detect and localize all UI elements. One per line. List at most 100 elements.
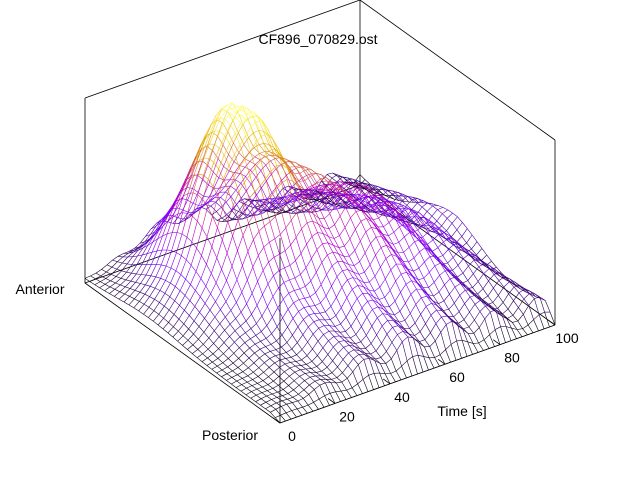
surface-line bbox=[411, 276, 418, 284]
surface-line bbox=[262, 283, 269, 295]
surface-line bbox=[222, 111, 228, 123]
surface-line bbox=[200, 133, 207, 145]
surface-line bbox=[499, 342, 506, 345]
surface-line bbox=[398, 252, 404, 254]
surface-line bbox=[388, 235, 394, 245]
surface-line bbox=[320, 194, 326, 199]
surface-line bbox=[255, 142, 262, 161]
surface-line bbox=[239, 158, 245, 166]
surface-line bbox=[253, 208, 260, 215]
surface-line bbox=[186, 168, 192, 181]
surface-line bbox=[189, 300, 196, 307]
surface-line bbox=[352, 277, 359, 286]
surface-line bbox=[399, 303, 406, 312]
surface-line bbox=[270, 189, 277, 198]
surface-line bbox=[270, 349, 276, 352]
surface-line bbox=[272, 307, 279, 318]
surface-line bbox=[285, 410, 292, 414]
surface-line bbox=[331, 286, 337, 298]
surface-line bbox=[165, 280, 171, 284]
surface-line bbox=[376, 211, 382, 214]
surface-line bbox=[344, 227, 351, 240]
surface-line bbox=[329, 204, 336, 214]
surface-line bbox=[324, 392, 331, 396]
surface-line bbox=[307, 402, 314, 406]
surface-line bbox=[350, 211, 357, 219]
surface-line bbox=[314, 384, 320, 390]
surface-line bbox=[358, 364, 364, 380]
surface-line bbox=[310, 372, 316, 377]
surface-line bbox=[238, 152, 245, 159]
surface-line bbox=[347, 178, 353, 181]
surface-line bbox=[182, 198, 188, 201]
surface-line bbox=[241, 381, 248, 385]
surface-line bbox=[320, 177, 327, 179]
surface-line bbox=[245, 126, 252, 136]
surface-line bbox=[424, 217, 431, 227]
surface-line bbox=[391, 217, 398, 222]
surface-line bbox=[128, 304, 134, 309]
surface-line bbox=[339, 202, 345, 204]
surface-line bbox=[485, 265, 492, 271]
surface-line bbox=[265, 178, 271, 198]
surface-line bbox=[329, 403, 336, 406]
surface-line bbox=[348, 264, 355, 266]
surface-line bbox=[214, 117, 221, 131]
surface-line bbox=[500, 276, 506, 280]
surface-line bbox=[360, 341, 366, 349]
surface-line bbox=[339, 227, 346, 236]
surface-line bbox=[215, 291, 222, 302]
surface-line bbox=[317, 223, 324, 234]
surface-line bbox=[144, 293, 150, 297]
surface-line bbox=[432, 247, 439, 252]
surface-line bbox=[334, 224, 340, 236]
surface-line bbox=[312, 348, 318, 356]
surface-line bbox=[237, 219, 244, 236]
surface-line bbox=[275, 208, 282, 214]
surface-line bbox=[289, 365, 296, 369]
surface-line bbox=[429, 225, 436, 229]
surface-line bbox=[457, 276, 463, 284]
surface-line bbox=[482, 299, 488, 305]
surface-line bbox=[278, 156, 285, 163]
surface-line bbox=[393, 319, 400, 323]
surface-line bbox=[240, 122, 246, 136]
surface-line bbox=[298, 380, 305, 386]
surface-line bbox=[378, 303, 385, 308]
surface-line bbox=[232, 235, 238, 251]
surface-line bbox=[309, 380, 316, 386]
surface-line bbox=[416, 288, 422, 298]
surface-line bbox=[322, 233, 329, 237]
surface-line bbox=[327, 254, 333, 266]
surface-line bbox=[494, 268, 500, 274]
surface-line bbox=[114, 291, 120, 297]
surface-line bbox=[259, 346, 266, 350]
surface-line bbox=[333, 336, 340, 343]
surface-line bbox=[511, 327, 518, 330]
surface-line bbox=[359, 174, 366, 180]
surface-line bbox=[252, 379, 258, 384]
surface-line bbox=[227, 131, 234, 144]
surface-line bbox=[196, 357, 203, 362]
surface-line bbox=[386, 213, 392, 216]
surface-line bbox=[249, 167, 256, 176]
surface-line bbox=[256, 386, 263, 390]
surface-line bbox=[300, 274, 306, 287]
surface-line bbox=[118, 293, 125, 300]
surface-line bbox=[328, 224, 335, 230]
surface-line bbox=[271, 333, 277, 342]
surface-line bbox=[206, 216, 213, 237]
surface-line bbox=[284, 371, 290, 377]
surface-line bbox=[241, 279, 248, 293]
surface-line bbox=[165, 250, 172, 267]
surface-line bbox=[501, 315, 507, 319]
surface-line bbox=[417, 198, 424, 204]
surface-line bbox=[457, 265, 464, 274]
surface-line bbox=[139, 291, 145, 295]
surface-line bbox=[319, 198, 325, 200]
surface-line bbox=[125, 279, 131, 282]
surface-line bbox=[342, 365, 349, 373]
surface-line bbox=[407, 269, 413, 277]
surface-line bbox=[111, 266, 117, 270]
surface-line bbox=[280, 157, 286, 160]
